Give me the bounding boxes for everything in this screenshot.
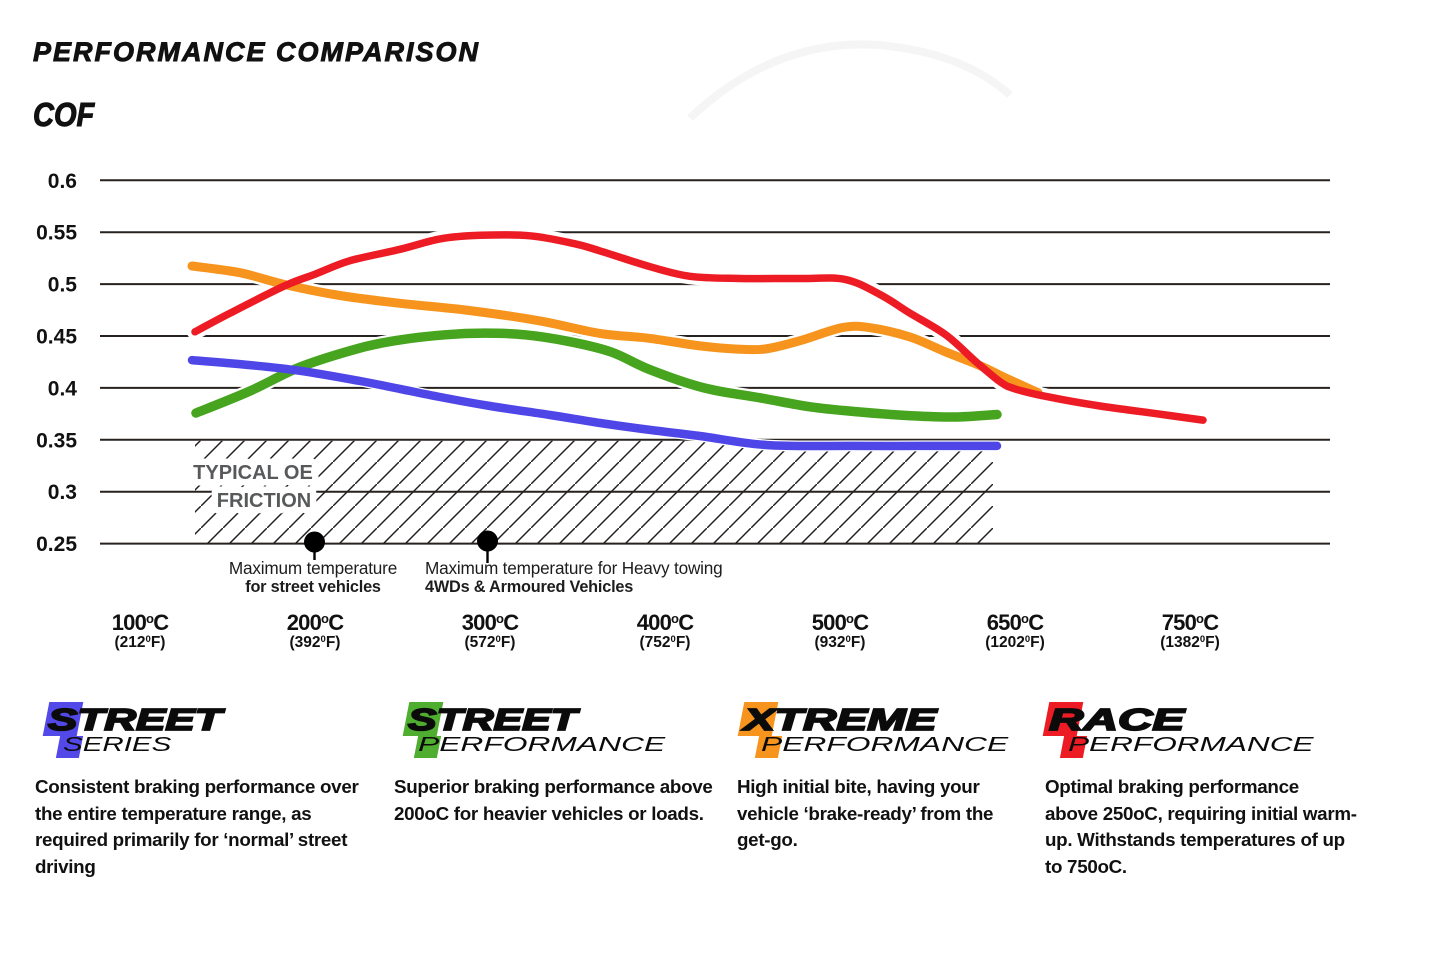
svg-text:(7520F): (7520F)	[640, 634, 691, 651]
svg-text:(12020F): (12020F)	[985, 634, 1045, 651]
svg-text:FRICTION: FRICTION	[217, 490, 311, 512]
svg-text:(2120F): (2120F)	[115, 634, 166, 651]
svg-text:0.5: 0.5	[48, 274, 78, 297]
svg-text:Maximum temperature: Maximum temperature	[229, 558, 397, 578]
svg-text:300oC: 300oC	[462, 610, 519, 635]
svg-text:0.55: 0.55	[36, 222, 77, 245]
svg-text:for street vehicles: for street vehicles	[245, 578, 381, 596]
svg-text:500oC: 500oC	[812, 610, 869, 635]
svg-text:Maximum temperature for Heavy: Maximum temperature for Heavy towing	[425, 558, 723, 578]
svg-text:0.45: 0.45	[36, 326, 77, 349]
svg-text:100oC: 100oC	[112, 610, 169, 635]
svg-text:TYPICAL OE: TYPICAL OE	[193, 462, 313, 484]
svg-text:750oC: 750oC	[1162, 610, 1219, 635]
svg-text:0.6: 0.6	[48, 170, 77, 193]
svg-text:0.4: 0.4	[48, 377, 78, 400]
svg-text:(13820F): (13820F)	[1160, 634, 1220, 651]
svg-text:(5720F): (5720F)	[465, 634, 516, 651]
svg-text:650oC: 650oC	[987, 610, 1044, 635]
svg-text:0.25: 0.25	[36, 533, 77, 556]
svg-text:0.3: 0.3	[48, 481, 77, 504]
svg-text:(3920F): (3920F)	[290, 634, 341, 651]
svg-text:200oC: 200oC	[287, 610, 344, 635]
svg-text:4WDs & Armoured Vehicles: 4WDs & Armoured Vehicles	[425, 578, 633, 596]
svg-text:0.35: 0.35	[36, 429, 77, 452]
svg-text:400oC: 400oC	[637, 610, 694, 635]
svg-text:(9320F): (9320F)	[815, 634, 866, 651]
